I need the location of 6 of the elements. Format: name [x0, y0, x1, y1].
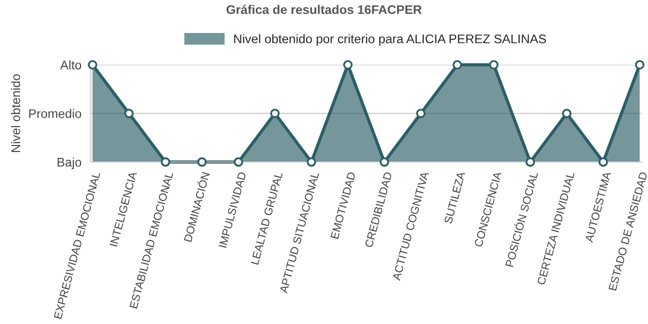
legend-label: Nivel obtenido por criterio para ALICIA PEREZ SALINAS [234, 34, 546, 46]
category-label: Promedio [29, 108, 82, 118]
y-axis-title: Nivel obtenido [10, 74, 20, 152]
chart-title: Gráfica de resultados 16FACPER [226, 4, 422, 14]
category-label: Bajo [58, 157, 82, 170]
category-label: Alto [60, 60, 82, 70]
